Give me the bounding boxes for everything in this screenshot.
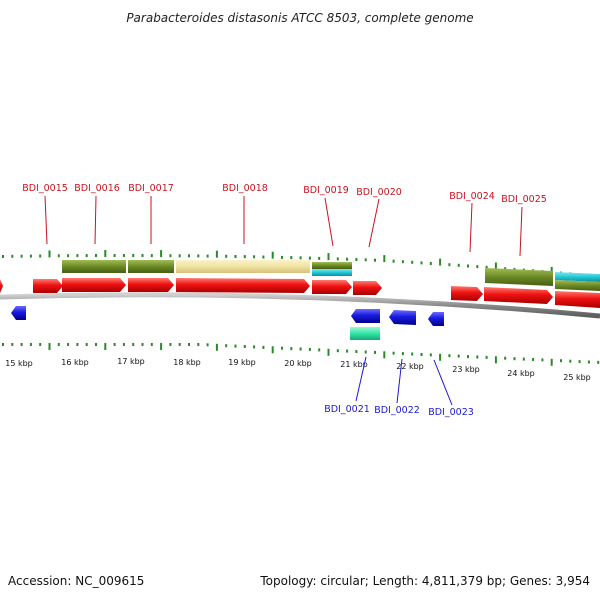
gene-label-bdi-0024[interactable]: BDI_0024	[449, 191, 495, 202]
scale-label-22kbp: 22 kbp	[396, 362, 424, 371]
genome-title: Parabacteroides distasonis ATCC 8503, co…	[126, 11, 473, 25]
leader-line-bdi-0016	[94, 195, 97, 245]
cog-bar-bdi-0021[interactable]	[350, 327, 380, 340]
gene-label-bdi-0017[interactable]: BDI_0017	[128, 183, 174, 194]
gene-arrow-bdi-0017[interactable]	[128, 278, 174, 292]
cog-bar-bdi-0019-a[interactable]	[312, 262, 352, 269]
leader-line-bdi-0021	[355, 356, 367, 402]
gene-arrow-bdi-0020[interactable]	[353, 281, 382, 295]
gene-label-bdi-0021[interactable]: BDI_0021	[324, 404, 370, 415]
cog-bar-bdi-0025-a[interactable]	[555, 272, 600, 282]
gene-arrow-bdi-0019[interactable]	[312, 280, 352, 294]
gene-label-bdi-0025[interactable]: BDI_0025	[501, 194, 547, 205]
cog-bar-bdi-0019-b[interactable]	[312, 269, 352, 276]
scale-label-18kbp: 18 kbp	[173, 358, 201, 367]
gene-arrow-bdi-0015[interactable]	[33, 279, 63, 293]
scale-label-20kbp: 20 kbp	[284, 359, 312, 368]
leader-line-bdi-0025	[519, 206, 523, 257]
leader-line-bdi-0019	[324, 197, 334, 247]
gene-label-bdi-0020[interactable]: BDI_0020	[356, 187, 402, 198]
gene-arrow-bdi-0018[interactable]	[176, 278, 310, 293]
gene-label-bdi-0015[interactable]: BDI_0015	[22, 183, 68, 194]
gene-arrow-bdi-0023[interactable]	[428, 312, 444, 326]
scale-label-21kbp: 21 kbp	[340, 360, 368, 369]
cog-bar-bdi-0017[interactable]	[128, 260, 174, 273]
gene-label-bdi-0019[interactable]: BDI_0019	[303, 185, 349, 196]
scale-label-16kbp: 16 kbp	[61, 358, 89, 367]
leader-line-bdi-0020	[368, 198, 380, 248]
cog-bar-bdi-0018[interactable]	[176, 260, 310, 273]
gene-label-bdi-0023[interactable]: BDI_0023	[428, 407, 474, 418]
leader-line-bdi-0022	[396, 358, 403, 404]
leader-line-bdi-0023	[433, 359, 453, 406]
gene-arrow-bdi-0024[interactable]	[451, 286, 483, 301]
scale-label-24kbp: 24 kbp	[507, 369, 535, 378]
leader-line-bdi-0024	[469, 202, 473, 253]
bottom-tick-row	[2, 343, 600, 366]
genome-backbone	[0, 292, 600, 319]
gene-label-bdi-0022[interactable]: BDI_0022	[374, 405, 420, 416]
gene-arrow-bdi-0022[interactable]	[389, 310, 416, 325]
cog-bar-bdi-0025-b[interactable]	[555, 280, 600, 291]
scale-label-15kbp: 15 kbp	[5, 359, 33, 368]
gene-arrow-bdi-0016[interactable]	[62, 278, 126, 292]
leader-line-bdi-0015	[44, 195, 48, 245]
accession-label: Accession: NC_009615	[8, 574, 145, 588]
scale-label-25kbp: 25 kbp	[563, 373, 591, 382]
gene-arrow-bdi-0025[interactable]	[484, 287, 553, 304]
cog-bar-bdi-0024[interactable]	[485, 268, 553, 286]
gene-arrow-bdi-0014-rev[interactable]	[11, 306, 26, 320]
gene-arrow-bdi-0021[interactable]	[351, 309, 380, 323]
cog-bar-bdi-0016[interactable]	[62, 260, 126, 273]
scale-label-19kbp: 19 kbp	[228, 358, 256, 367]
gene-arrow-bdi-0014[interactable]	[0, 279, 3, 293]
scale-label-17kbp: 17 kbp	[117, 357, 145, 366]
topology-summary: Topology: circular; Length: 4,811,379 bp…	[260, 574, 590, 588]
gene-arrow-bdi-0026[interactable]	[555, 291, 600, 308]
gene-label-bdi-0016[interactable]: BDI_0016	[74, 183, 120, 194]
gene-label-bdi-0018[interactable]: BDI_0018	[222, 183, 268, 194]
scale-label-23kbp: 23 kbp	[452, 365, 480, 374]
